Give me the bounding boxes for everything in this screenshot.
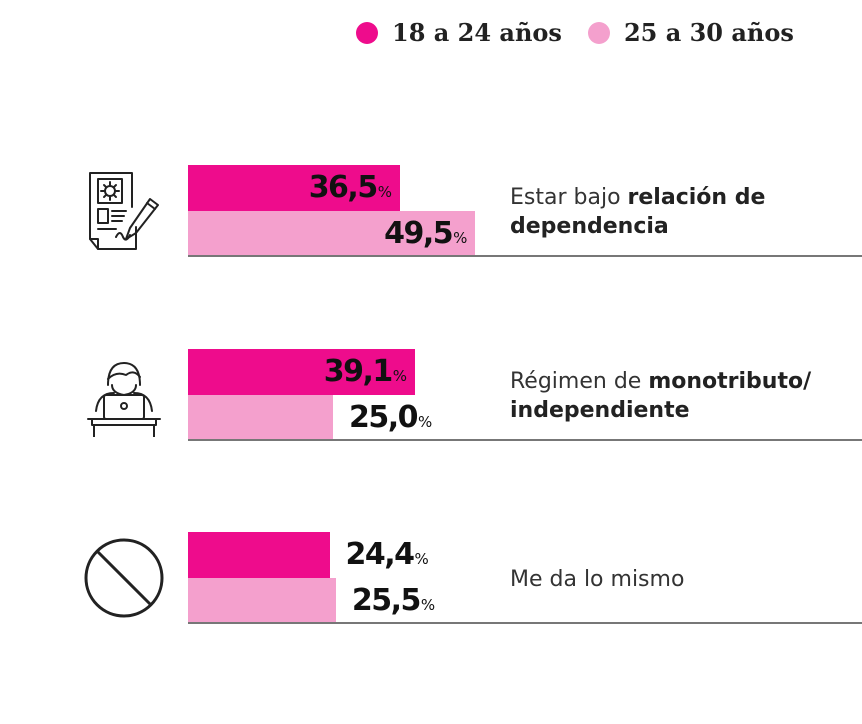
row-baseline [188, 255, 862, 257]
legend-item-series-2: 25 a 30 años [587, 18, 794, 47]
data-label-unit: % [420, 596, 436, 614]
chart-row-1: 36,5% 49,5% Estar bajo relación de depend… [0, 165, 862, 257]
data-label-value: 49,5 [384, 216, 454, 251]
prohibited-icon [80, 532, 168, 624]
legend-label: 25 a 30 años [623, 18, 794, 47]
row-baseline [188, 439, 862, 441]
category-label-plain: Régimen de [510, 369, 649, 394]
data-label-value: 36,5 [308, 170, 379, 205]
data-label-unit: % [377, 183, 392, 201]
legend-swatch [356, 21, 378, 44]
category-label-bold: relación de dependencia [510, 185, 766, 239]
bar-series-2 [188, 578, 336, 624]
data-label-value: 25,5 [351, 583, 422, 618]
bar-group: 36,5% 49,5% [188, 165, 862, 257]
category-label-plain: Estar bajo [510, 185, 628, 210]
legend-swatch [587, 21, 610, 44]
contract-signing-icon [80, 165, 168, 257]
data-label-unit: % [392, 367, 408, 385]
data-label-unit: % [414, 550, 429, 568]
legend-label: 18 a 24 años [392, 18, 562, 47]
bar-series-1 [188, 165, 400, 211]
data-label: 25,5% [352, 578, 435, 624]
data-label: 25,0% [349, 395, 432, 441]
category-label: Régimen de monotributo/ independiente [510, 367, 850, 425]
bar-series-2 [188, 395, 333, 441]
person-at-laptop-icon [80, 349, 168, 441]
bar-group: 39,1% 25,0% [188, 349, 862, 441]
bar-series-1 [188, 532, 330, 578]
data-label: 39,1% [324, 349, 407, 395]
data-label: 49,5% [384, 211, 467, 257]
data-label-value: 25,0 [349, 400, 419, 435]
bar-series-2 [188, 211, 476, 257]
chart-legend: 18 a 24 años 25 a 30 años [356, 18, 820, 47]
data-label: 24,4% [346, 532, 429, 578]
category-label-bold: monotributo/ independiente [510, 369, 812, 423]
legend-item-series-1: 18 a 24 años [356, 18, 562, 47]
data-label-unit: % [418, 413, 433, 431]
data-label-value: 39,1 [323, 354, 394, 389]
bar-series-1 [188, 349, 415, 395]
category-label: Me da lo mismo [510, 565, 850, 594]
bar-group: 24,4% 25,5% [188, 532, 862, 624]
category-label: Estar bajo relación de dependencia [510, 183, 850, 241]
chart-row-2: 39,1% 25,0% Régimen de monotributo/ indep… [0, 349, 862, 441]
data-label-value: 24,4 [345, 537, 416, 572]
data-label: 36,5% [309, 165, 392, 211]
chart-row-3: 24,4% 25,5% Me da lo mismo [0, 532, 862, 624]
row-baseline [188, 622, 862, 624]
category-label-plain: Me da lo mismo [510, 567, 685, 592]
data-label-unit: % [453, 229, 468, 247]
